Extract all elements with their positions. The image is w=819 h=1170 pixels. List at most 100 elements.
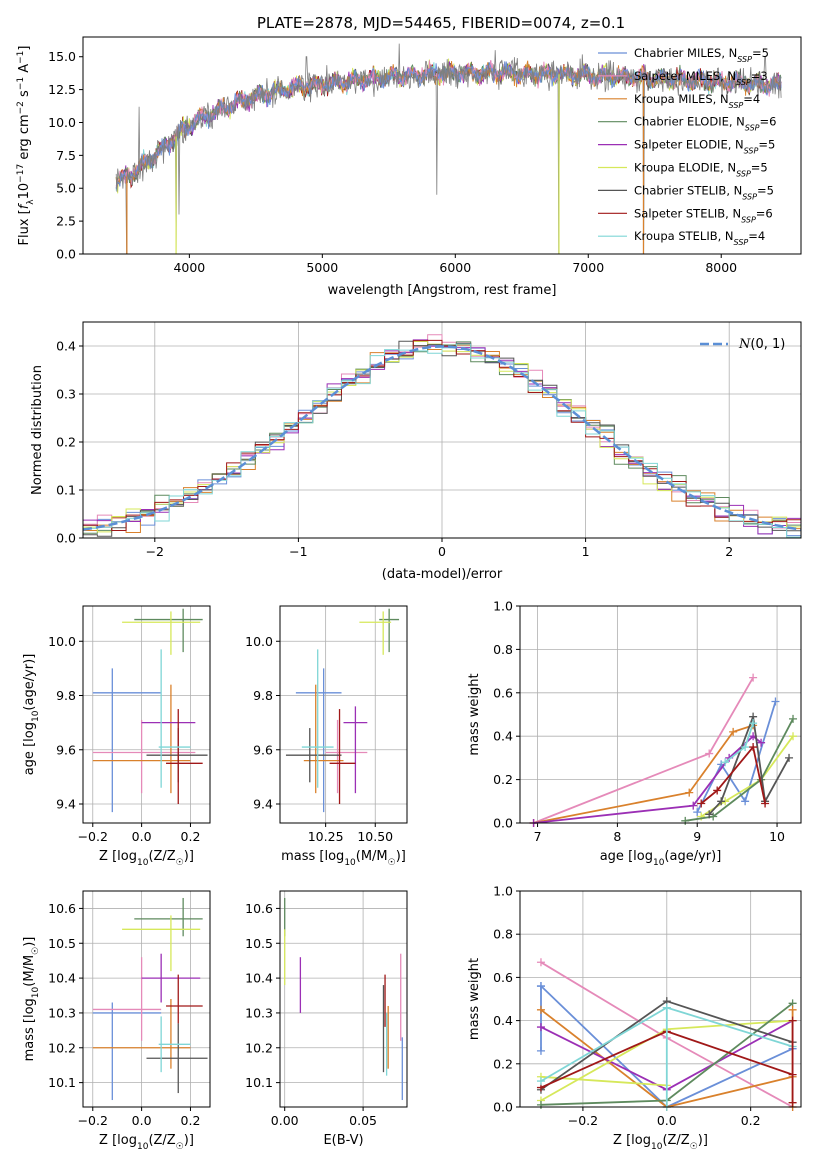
legend-sub: SSP xyxy=(742,192,757,201)
x-tick-label: 0.0 xyxy=(132,1113,152,1128)
label-part: )] xyxy=(396,849,406,864)
y-axis-label: mass [log10(M/M☉)] xyxy=(22,937,41,1062)
label-part: wavelength [Angstrom, rest frame] xyxy=(328,283,557,298)
x-tick-label: 0.2 xyxy=(741,1113,761,1128)
x-tick-label: 10.25 xyxy=(308,829,344,844)
legend-label: N(0, 1) xyxy=(738,337,785,352)
x-tick-label: −0.2 xyxy=(78,829,108,844)
label-part: (Z/Z xyxy=(662,1133,689,1148)
y-tick-label: 9.4 xyxy=(253,797,273,812)
observed-spectrum xyxy=(115,43,782,254)
x-tick-label: 10.50 xyxy=(357,829,393,844)
weight_vs_Z-panel: −0.2 0.0 0.2 0.0 0.2 0.4 0.6 0.8 1.0 Z [log10(Z/Z… xyxy=(467,884,802,1152)
y-tick-label: 9.4 xyxy=(56,797,76,812)
y-tick-label: 1.0 xyxy=(493,599,513,614)
y-tick-label: 10.1 xyxy=(245,1075,273,1090)
label-part: ☉ xyxy=(176,858,184,868)
y-tick-label: 9.6 xyxy=(56,742,76,757)
legend-sub: SSP xyxy=(734,238,749,247)
x-axis-label: E(B-V) xyxy=(323,1133,363,1148)
x-tick-label: 0.2 xyxy=(181,1113,201,1128)
weight-line xyxy=(696,701,777,813)
label-part: log xyxy=(117,1133,137,1148)
label-part: )] xyxy=(184,849,194,864)
x-tick-label: −0.2 xyxy=(78,1113,108,1128)
label-part: (age/yr)] xyxy=(22,654,37,711)
x-tick-label: −2 xyxy=(146,544,164,559)
legend-text: Salpeter STELIB, N xyxy=(634,206,741,220)
weight-marker xyxy=(788,1016,797,1025)
label-part: 10 xyxy=(344,858,356,868)
plot-panels: 4000 5000 6000 7000 80000.02.55.07.510.012.5… xyxy=(16,36,802,1152)
x-axis-label: mass [log10(M/M☉)] xyxy=(281,849,406,868)
y-tick-label: 0.6 xyxy=(493,685,513,700)
label-part: −17 xyxy=(16,164,26,183)
y-tick-label: 0.6 xyxy=(493,970,513,985)
label-part: ☉ xyxy=(31,947,41,955)
weight-marker xyxy=(685,788,694,797)
label-part: )] xyxy=(184,1133,194,1148)
label-part: log xyxy=(324,849,344,864)
weight-marker xyxy=(713,786,722,795)
label-part: ☉ xyxy=(388,858,396,868)
label-part: (M/M xyxy=(22,955,37,987)
label-part: )] xyxy=(22,937,37,947)
label-part: (Z/Z xyxy=(148,1133,175,1148)
label-part: −2 xyxy=(16,101,26,114)
weight-marker xyxy=(705,749,714,758)
weight-marker xyxy=(749,743,758,752)
y-tick-label: 0.3 xyxy=(56,387,76,402)
legend-sub: SSP xyxy=(741,215,756,224)
y-axis-label: mass weight xyxy=(467,958,482,1040)
label-part: mass [ xyxy=(281,849,324,864)
weight-marker xyxy=(785,753,794,762)
label-part: (M/M xyxy=(356,849,388,864)
weight-marker xyxy=(536,1023,545,1032)
label-part: mass weight xyxy=(467,958,482,1040)
x-axis-label: wavelength [Angstrom, rest frame] xyxy=(328,283,557,298)
axes-frame xyxy=(82,321,802,539)
weight-marker xyxy=(536,982,545,991)
y-tick-label: 0.1 xyxy=(56,483,76,498)
legend-label: Salpeter STELIB, NSSP=6 xyxy=(634,206,773,224)
x-axis-label: Z [log10(Z/Z☉)] xyxy=(99,1133,194,1152)
axes-frame xyxy=(279,890,408,1108)
label-part: 10 xyxy=(137,858,149,868)
label-part: 10 xyxy=(31,986,41,998)
weight-marker xyxy=(721,758,730,767)
legend-value: =5 xyxy=(757,183,774,197)
x-tick-label: 0.0 xyxy=(657,1113,677,1128)
legend-sub: SSP xyxy=(736,77,751,86)
normal-curve xyxy=(82,345,802,531)
y-axis-label: age [log10(age/yr)] xyxy=(22,654,41,776)
weight-marker xyxy=(788,1005,797,1014)
legend-text: Chabrier ELODIE, N xyxy=(634,115,745,129)
residuals-panel: −2 −1 0 1 2 0.0 0.1 0.2 0.3 0.4 (data-model)/error… xyxy=(30,321,802,582)
legend-sub: SSP xyxy=(736,169,751,178)
y-tick-label: 0.4 xyxy=(493,729,513,744)
weight-marker xyxy=(757,738,766,747)
weight-marker xyxy=(749,719,758,728)
legend-value: =4 xyxy=(748,229,765,243)
y-tick-label: 0.0 xyxy=(56,531,76,546)
label-part: erg cm xyxy=(17,114,32,163)
label-part: 10 xyxy=(17,183,32,200)
legend-text: Kroupa STELIB, N xyxy=(634,229,734,243)
weight-line xyxy=(700,744,766,805)
y-tick-label: 10.3 xyxy=(245,1005,273,1020)
weight-marker xyxy=(536,1005,545,1014)
legend-text: Salpeter MILES, N xyxy=(634,69,736,83)
weight-marker xyxy=(729,727,738,736)
label-part: −1 xyxy=(16,77,26,90)
label-part: λ xyxy=(26,199,36,205)
errorbar-layer xyxy=(285,608,400,813)
axes-frame xyxy=(519,890,802,1108)
legend-text: Kroupa ELODIE, N xyxy=(634,161,736,175)
x-tick-label: 6000 xyxy=(439,260,471,275)
x-tick-label: −0.2 xyxy=(568,1113,598,1128)
y-tick-label: 0.2 xyxy=(493,1056,513,1071)
y-axis-label: Flux [fλ10−17 erg cm−2 s−1 A−1] xyxy=(16,46,36,246)
y-tick-label: 9.6 xyxy=(253,742,273,757)
